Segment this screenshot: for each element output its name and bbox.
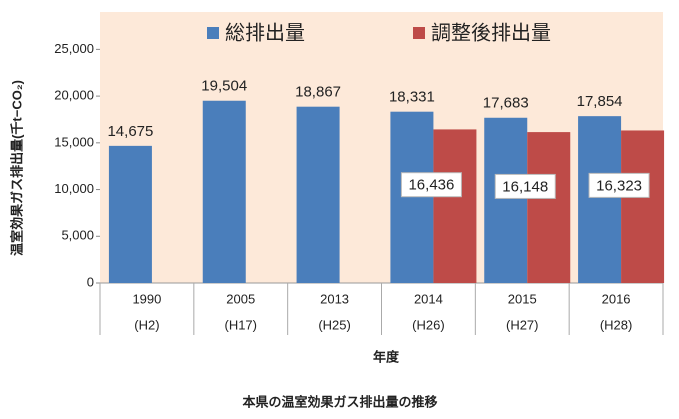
value-label: 16,148 (502, 178, 548, 195)
bar (621, 130, 665, 283)
y-tick-label: 15,000 (54, 134, 94, 149)
bar (578, 116, 622, 284)
y-tick-label: 5,000 (61, 228, 94, 243)
x-tick-label: (H26) (412, 317, 445, 332)
x-tick-label: (H2) (134, 317, 159, 332)
bar (433, 129, 477, 283)
value-label: 18,867 (295, 84, 341, 101)
x-axis-label: 年度 (373, 349, 400, 364)
chart-title: 本県の温室効果ガス排出量の推移 (242, 394, 437, 409)
x-tick-label: (H25) (318, 317, 351, 332)
bar (202, 100, 246, 283)
y-tick-label: 20,000 (54, 88, 94, 103)
x-tick-label: (H28) (600, 317, 633, 332)
x-tick-label: (H27) (506, 317, 539, 332)
value-label: 16,323 (596, 177, 642, 194)
value-label: 17,854 (577, 93, 623, 110)
x-tick-label: 1990 (132, 291, 161, 306)
value-label-box (588, 172, 650, 198)
value-label: 19,504 (201, 78, 247, 95)
y-tick-label: 10,000 (54, 181, 94, 196)
bar (296, 106, 340, 284)
value-label-box (400, 172, 462, 198)
y-tick-label: 25,000 (54, 41, 94, 56)
x-tick-label: (H17) (224, 317, 257, 332)
legend-swatch (207, 27, 219, 39)
bar (484, 117, 528, 283)
y-axis-label: 温室効果ガス排出量(千t−CO₂) (9, 80, 24, 256)
y-tick-label: 0 (87, 274, 94, 289)
legend-label: 調整後排出量 (431, 21, 551, 44)
value-label: 17,683 (483, 95, 529, 112)
x-tick-label: 2005 (226, 291, 255, 306)
x-tick-label: 2013 (320, 291, 349, 306)
value-label-box (494, 173, 556, 199)
x-tick-label: 2014 (414, 291, 443, 306)
legend-label: 総排出量 (225, 21, 305, 44)
bar (527, 132, 571, 283)
value-label: 18,331 (389, 89, 435, 106)
legend-swatch (413, 27, 425, 39)
bar (108, 145, 152, 283)
x-tick-label: 2016 (602, 291, 631, 306)
value-label: 14,675 (107, 123, 153, 140)
value-label: 16,436 (408, 177, 454, 194)
x-tick-label: 2015 (508, 291, 537, 306)
bar (390, 111, 434, 283)
